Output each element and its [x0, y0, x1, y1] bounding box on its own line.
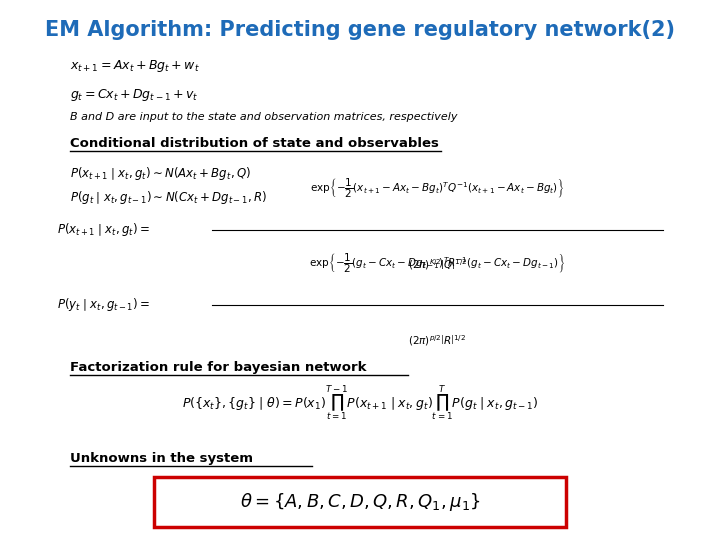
Text: Conditional distribution of state and observables: Conditional distribution of state and ob…	[70, 137, 438, 150]
Text: $g_t = Cx_t + Dg_{t-1} + v_t$: $g_t = Cx_t + Dg_{t-1} + v_t$	[70, 87, 198, 103]
FancyBboxPatch shape	[153, 477, 567, 527]
Text: $\theta = \{A, B, C, D, Q, R, Q_1, \mu_1\}$: $\theta = \{A, B, C, D, Q, R, Q_1, \mu_1…	[240, 491, 480, 513]
Text: $x_{t+1} = Ax_t + Bg_t + w_t$: $x_{t+1} = Ax_t + Bg_t + w_t$	[70, 58, 199, 74]
Text: EM Algorithm: Predicting gene regulatory network(2): EM Algorithm: Predicting gene regulatory…	[45, 20, 675, 40]
Text: B and D are input to the state and observation matrices, respectively: B and D are input to the state and obser…	[70, 112, 457, 122]
Text: $P(x_{t+1} \mid x_t, g_t) =$: $P(x_{t+1} \mid x_t, g_t) =$	[57, 221, 150, 238]
Text: $(2\pi)^{p/2} \left|R\right|^{1/2}$: $(2\pi)^{p/2} \left|R\right|^{1/2}$	[408, 333, 467, 348]
Text: $P(y_t \mid x_t, g_{t-1}) =$: $P(y_t \mid x_t, g_{t-1}) =$	[57, 296, 150, 313]
Text: $P(g_t \mid x_t, g_{t-1}) \sim N(Cx_t + Dg_{t-1}, R)$: $P(g_t \mid x_t, g_{t-1}) \sim N(Cx_t + …	[70, 190, 266, 206]
Text: $(2\pi)^{K/2} \left|Q\right|^{1/2}$: $(2\pi)^{K/2} \left|Q\right|^{1/2}$	[408, 258, 467, 273]
Text: $\exp\!\left\{-\dfrac{1}{2}(g_t - Cx_t - Dg_{t-1})^T R^{-1}(g_t - Cx_t - Dg_{t-1: $\exp\!\left\{-\dfrac{1}{2}(g_t - Cx_t -…	[309, 252, 566, 275]
Text: $\exp\!\left\{-\dfrac{1}{2}(x_{t+1} - Ax_t - Bg_t)^T Q^{-1}(x_{t+1} - Ax_t - Bg_: $\exp\!\left\{-\dfrac{1}{2}(x_{t+1} - Ax…	[310, 176, 565, 200]
Text: $P(\{x_t\}, \{g_t\} \mid \theta) = P(x_1)\prod_{t=1}^{T-1} P(x_{t+1} \mid x_t, g: $P(\{x_t\}, \{g_t\} \mid \theta) = P(x_1…	[182, 383, 538, 423]
Text: Factorization rule for bayesian network: Factorization rule for bayesian network	[70, 361, 366, 374]
Text: Unknowns in the system: Unknowns in the system	[70, 451, 253, 464]
Text: $P(x_{t+1} \mid x_t, g_t) \sim N(Ax_t + Bg_t, Q)$: $P(x_{t+1} \mid x_t, g_t) \sim N(Ax_t + …	[70, 165, 251, 181]
